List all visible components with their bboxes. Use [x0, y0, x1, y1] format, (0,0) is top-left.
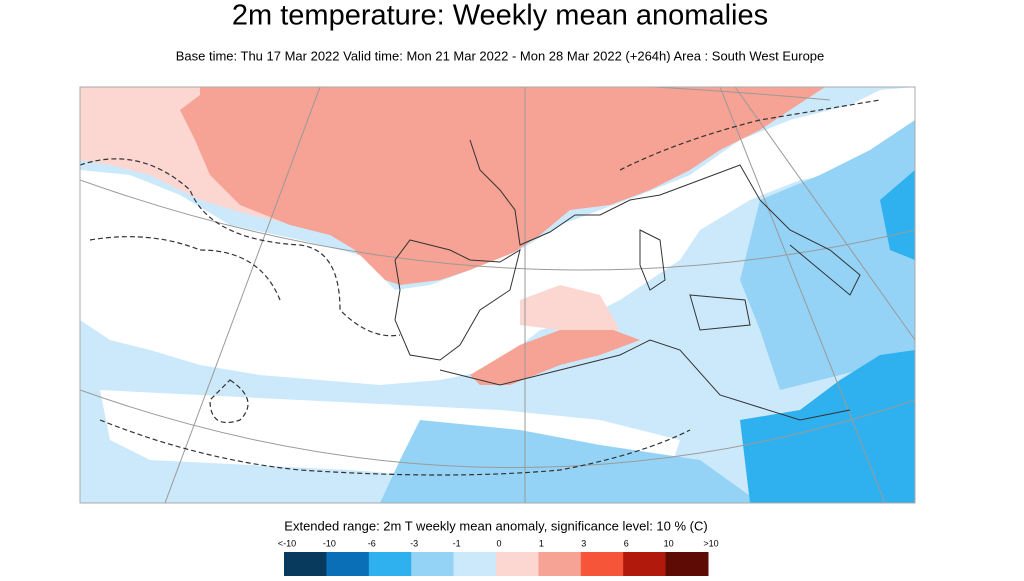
- legend-swatch: [326, 552, 370, 576]
- graticule: [80, 87, 915, 503]
- legend-label: -6: [368, 538, 376, 548]
- anomaly-area: [880, 170, 915, 260]
- legend-swatch: [496, 552, 539, 576]
- legend-swatch: [411, 552, 455, 576]
- legend-label: <-10: [278, 538, 296, 548]
- legend: <-10 -10 -6 -3 -1 0 1 3 6 10 >10: [278, 538, 719, 576]
- anomaly-area: [380, 420, 760, 503]
- legend-label: 0: [496, 538, 501, 548]
- legend-swatch: [623, 552, 667, 576]
- map: [80, 87, 915, 503]
- title: 2m temperature: Weekly mean anomalies: [232, 0, 768, 32]
- subtitle: Base time: Thu 17 Mar 2022 Valid time: M…: [176, 48, 825, 63]
- legend-label: 3: [581, 538, 586, 548]
- legend-swatch: [368, 552, 412, 576]
- anomaly-area: [520, 285, 620, 330]
- legend-label: >10: [703, 538, 718, 548]
- legend-swatch: [580, 552, 624, 576]
- coastline: [394, 139, 861, 421]
- legend-label: 6: [624, 538, 629, 548]
- legend-label: 1: [539, 538, 544, 548]
- legend-label: -10: [323, 538, 336, 548]
- map-frame: [79, 86, 916, 504]
- legend-swatch: [665, 552, 709, 576]
- legend-swatch: [453, 552, 497, 576]
- anomaly-area: [740, 120, 915, 390]
- anomaly-area: [470, 325, 640, 385]
- anomaly-area: [180, 87, 825, 285]
- significance-contour: [80, 99, 881, 476]
- legend-label: -3: [410, 538, 418, 548]
- legend-label: -1: [453, 538, 461, 548]
- legend-swatch: [538, 552, 582, 576]
- legend-swatch: [284, 552, 327, 576]
- legend-title: Extended range: 2m T weekly mean anomaly…: [284, 518, 707, 533]
- legend-label: 10: [664, 538, 674, 548]
- anomaly-area: [80, 87, 915, 385]
